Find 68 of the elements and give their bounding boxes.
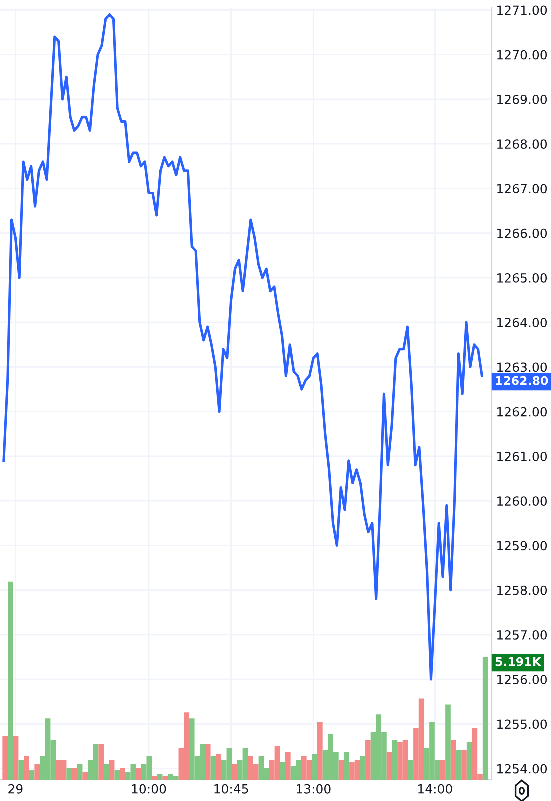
bar (72, 768, 78, 780)
y-tick-label: 1259.00 (498, 541, 548, 551)
y-tick-label: 1271.00 (498, 6, 548, 16)
bar (462, 750, 467, 780)
bar (120, 768, 126, 780)
bar (344, 752, 350, 780)
bar (285, 752, 291, 780)
y-tick-label: 1261.00 (498, 452, 548, 462)
bar (18, 760, 24, 780)
text: 5.191K (496, 657, 542, 666)
bar (157, 774, 163, 780)
line-series (2, 13, 484, 681)
bar (318, 722, 323, 780)
bar (392, 740, 398, 780)
y-tick-label: 1262.00 (498, 407, 548, 417)
bar (366, 740, 371, 780)
y-tick-label: 1254.00 (498, 764, 548, 774)
bar (408, 760, 414, 780)
bar (216, 754, 222, 780)
x-tick-label: 10:00 (132, 784, 166, 794)
bar (162, 776, 168, 780)
bar (136, 768, 142, 780)
y-tick-label: 1256.00 (498, 675, 548, 685)
bar (13, 736, 19, 780)
bar (466, 742, 472, 780)
bar (312, 754, 318, 780)
y-tick-label: 1269.00 (498, 94, 548, 104)
bar (456, 750, 462, 780)
y-tick-label: 1265.00 (498, 273, 548, 283)
bar (482, 657, 488, 780)
y-tick-label: 1258.00 (498, 586, 548, 596)
bar (205, 744, 211, 780)
y-tick-label: 1268.00 (498, 140, 548, 150)
bar (109, 760, 115, 780)
bar (8, 582, 14, 780)
y-tick-label: 1266.00 (498, 228, 548, 238)
y-tick-label: 1257.00 (498, 630, 548, 640)
bar (280, 762, 286, 780)
bar (82, 772, 88, 780)
bar (2, 736, 8, 780)
bar (152, 776, 158, 780)
bar (114, 770, 120, 780)
bar (338, 760, 344, 780)
y-tick-label: 1270.00 (498, 50, 548, 60)
bar (450, 740, 456, 780)
x-tick-label: 14:00 (418, 784, 452, 794)
bar (77, 764, 83, 780)
y-tick-label: 1264.00 (498, 318, 548, 328)
bar (446, 704, 451, 780)
x-tick-label: 29 (8, 784, 23, 794)
bar (104, 764, 110, 780)
bar (34, 764, 40, 780)
bar (386, 752, 392, 780)
x-tick-label: 10:45 (214, 784, 248, 794)
bar (360, 756, 366, 780)
y-tick-label: 1267.00 (498, 184, 548, 194)
bar (440, 760, 446, 780)
y-tick-label: 1255.00 (498, 720, 548, 730)
y-tick-label: 1263.00 (498, 362, 548, 372)
y-tick-label: 1260.00 (498, 496, 548, 506)
bar (210, 756, 216, 780)
bar (24, 756, 30, 780)
bar (29, 770, 35, 780)
bar (66, 768, 72, 780)
x-tick-label: 13:00 (296, 784, 331, 794)
bar (232, 764, 238, 780)
bar (98, 744, 104, 780)
text: 1262.80 (496, 376, 548, 386)
